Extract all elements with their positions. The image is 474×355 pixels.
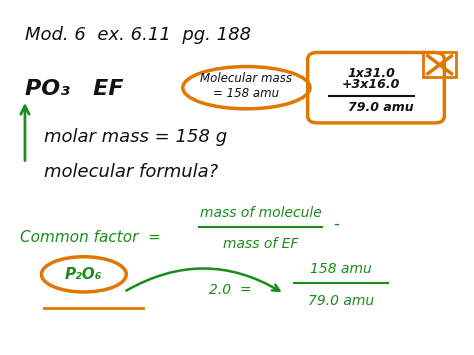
Text: Mod. 6  ex. 6.11  pg. 188: Mod. 6 ex. 6.11 pg. 188 (25, 26, 251, 44)
Text: 158 amu: 158 amu (310, 262, 372, 276)
Text: molar mass = 158 g: molar mass = 158 g (44, 128, 227, 146)
Text: mass of molecule: mass of molecule (200, 206, 321, 220)
Text: Molecular mass
= 158 amu: Molecular mass = 158 amu (201, 72, 292, 100)
Text: mass of EF: mass of EF (223, 237, 298, 251)
Text: Common factor  =: Common factor = (20, 230, 161, 245)
Text: molecular formula?: molecular formula? (44, 163, 218, 181)
Text: 2.0  =: 2.0 = (209, 283, 251, 297)
Text: 79.0 amu: 79.0 amu (308, 294, 374, 308)
Text: 79.0 amu: 79.0 amu (348, 100, 413, 114)
Text: +3x16.0: +3x16.0 (342, 78, 401, 91)
Text: PO₃   EF: PO₃ EF (25, 79, 124, 99)
Text: -: - (333, 214, 339, 232)
Text: 1x31.0: 1x31.0 (347, 67, 395, 80)
Text: P₂O₆: P₂O₆ (65, 267, 102, 282)
